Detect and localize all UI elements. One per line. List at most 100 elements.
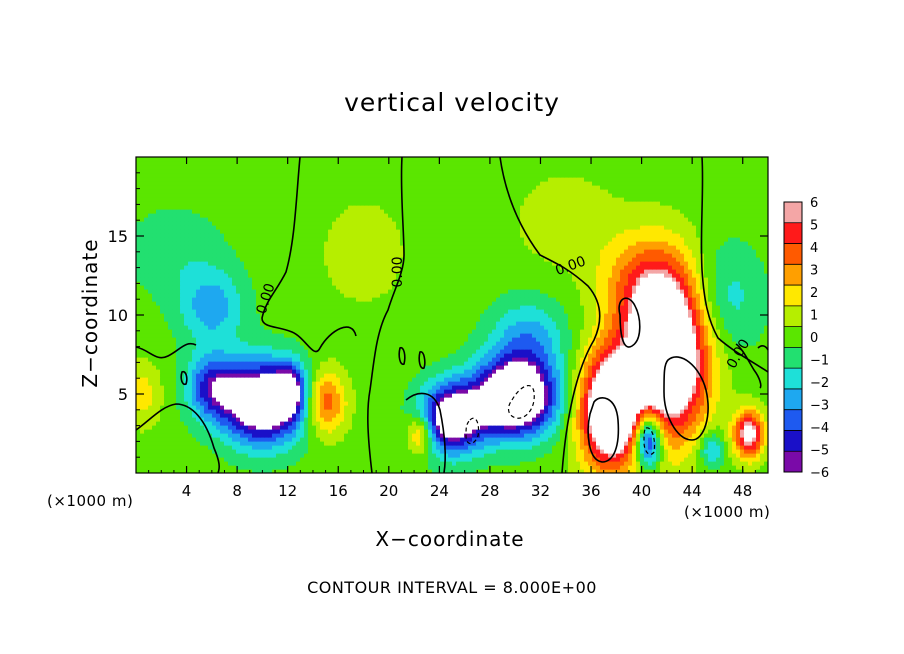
heatmap-cell	[476, 469, 481, 473]
heatmap-cell	[628, 397, 633, 402]
heatmap-cell	[260, 397, 265, 402]
heatmap-cell	[580, 409, 585, 414]
heatmap-cell	[560, 393, 565, 398]
heatmap-cell	[696, 373, 701, 378]
heatmap-cell	[200, 385, 205, 390]
heatmap-cell	[520, 369, 525, 374]
heatmap-cell	[272, 397, 277, 402]
heatmap-cell	[564, 357, 569, 362]
heatmap-cell	[724, 457, 729, 462]
heatmap-cell	[624, 425, 629, 430]
heatmap-cell	[592, 369, 597, 374]
heatmap-cell	[704, 385, 709, 390]
heatmap-cell	[636, 449, 641, 454]
heatmap-cell	[492, 445, 497, 450]
heatmap-cell	[176, 469, 181, 473]
heatmap-cell	[396, 381, 401, 386]
heatmap-cell	[548, 365, 553, 370]
heatmap-cell	[292, 349, 297, 354]
heatmap-cell	[416, 465, 421, 470]
heatmap-cell	[360, 413, 365, 418]
heatmap-cell	[532, 401, 537, 406]
heatmap-cell	[300, 369, 305, 374]
heatmap-cell	[340, 369, 345, 374]
heatmap-cell	[172, 437, 177, 442]
heatmap-cell	[580, 421, 585, 426]
heatmap-cell	[644, 373, 649, 378]
heatmap-cell	[628, 425, 633, 430]
heatmap-cell	[700, 357, 705, 362]
heatmap-cell	[328, 465, 333, 470]
heatmap-cell	[336, 357, 341, 362]
heatmap-cell	[348, 441, 353, 446]
heatmap-cell	[312, 453, 317, 458]
heatmap-cell	[488, 405, 493, 410]
heatmap-cell	[380, 461, 385, 466]
heatmap-cell	[652, 413, 657, 418]
heatmap-cell	[144, 353, 149, 358]
heatmap-cell	[620, 369, 625, 374]
heatmap-cell	[648, 401, 653, 406]
heatmap-cell	[272, 413, 277, 418]
heatmap-cell	[460, 453, 465, 458]
heatmap-cell	[716, 393, 721, 398]
heatmap-cell	[748, 357, 753, 362]
heatmap-cell	[532, 397, 537, 402]
heatmap-cell	[468, 421, 473, 426]
heatmap-cell	[520, 409, 525, 414]
heatmap-cell	[760, 425, 765, 430]
heatmap-cell	[264, 377, 269, 382]
heatmap-cell	[408, 425, 413, 430]
heatmap-cell	[152, 469, 157, 473]
heatmap-cell	[548, 361, 553, 366]
heatmap-cell	[148, 381, 153, 386]
heatmap-cell	[336, 389, 341, 394]
heatmap-cell	[376, 357, 381, 362]
heatmap-cell	[724, 441, 729, 446]
heatmap-cell	[752, 453, 757, 458]
heatmap-cell	[372, 449, 377, 454]
heatmap-cell	[232, 461, 237, 466]
heatmap-cell	[660, 385, 665, 390]
heatmap-cell	[560, 405, 565, 410]
heatmap-cell	[324, 445, 329, 450]
heatmap-cell	[436, 453, 441, 458]
heatmap-cell	[288, 357, 293, 362]
heatmap-cell	[404, 457, 409, 462]
heatmap-cell	[620, 385, 625, 390]
heatmap-cell	[452, 469, 457, 473]
heatmap-cell	[336, 381, 341, 386]
heatmap-cell	[404, 461, 409, 466]
heatmap-cell	[412, 445, 417, 450]
heatmap-cell	[384, 405, 389, 410]
heatmap-cell	[436, 389, 441, 394]
heatmap-cell	[652, 381, 657, 386]
heatmap-cell	[496, 425, 501, 430]
heatmap-cell	[520, 353, 525, 358]
heatmap-cell	[456, 361, 461, 366]
heatmap-cell	[744, 425, 749, 430]
heatmap-cell	[444, 461, 449, 466]
heatmap-cell	[300, 405, 305, 410]
heatmap-cell	[520, 361, 525, 366]
heatmap-cell	[352, 469, 357, 473]
heatmap-cell	[764, 349, 768, 354]
heatmap-cell	[676, 469, 681, 473]
heatmap-cell	[220, 441, 225, 446]
heatmap-cell	[452, 461, 457, 466]
heatmap-cell	[556, 425, 561, 430]
heatmap-cell	[740, 357, 745, 362]
heatmap-cell	[452, 429, 457, 434]
heatmap-cell	[232, 417, 237, 422]
heatmap-cell	[240, 453, 245, 458]
heatmap-cell	[236, 397, 241, 402]
heatmap-cell	[288, 373, 293, 378]
heatmap-cell	[664, 457, 669, 462]
heatmap-cell	[620, 381, 625, 386]
heatmap-cell	[480, 413, 485, 418]
heatmap-cell	[456, 373, 461, 378]
heatmap-cell	[604, 457, 609, 462]
heatmap-cell	[584, 401, 589, 406]
heatmap-cell	[700, 381, 705, 386]
heatmap-cell	[188, 401, 193, 406]
